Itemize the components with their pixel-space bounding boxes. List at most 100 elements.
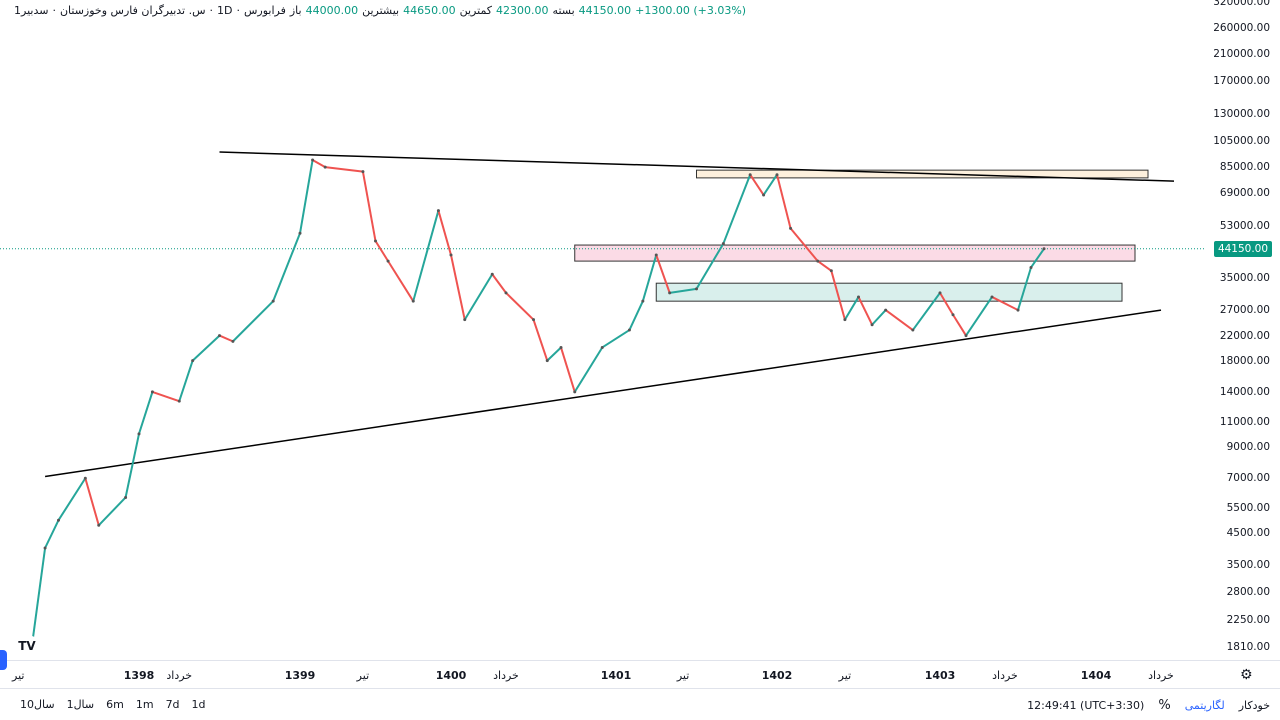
price-segment	[272, 232, 301, 302]
price-tick: 4500.00	[1226, 527, 1270, 540]
price-segment	[463, 273, 494, 321]
price-point	[870, 323, 874, 327]
price-point	[231, 339, 235, 343]
price-point	[97, 523, 101, 527]
side-panel-toggle[interactable]	[0, 650, 7, 670]
auto-toggle[interactable]: خودکار	[1238, 699, 1270, 712]
price-tick: 18000.00	[1219, 354, 1270, 367]
price-tick: 130000.00	[1213, 108, 1270, 121]
price-point	[177, 399, 181, 403]
price-point	[218, 334, 221, 338]
clock[interactable]: 12:49:41 (UTC+3:30)	[1027, 699, 1145, 712]
price-point	[816, 259, 820, 263]
price-tick: 260000.00	[1213, 21, 1270, 34]
price-point	[951, 313, 955, 317]
close-label: بسته	[552, 4, 575, 17]
high-label: بیشترین	[362, 4, 400, 17]
price-point	[964, 334, 968, 338]
price-segment	[387, 260, 415, 302]
symbol[interactable]: سدبیر1	[14, 4, 49, 17]
price-segment	[312, 159, 326, 169]
price-segment	[374, 240, 389, 262]
time-axis[interactable]: تیر 1398 خرداد 1399 تیر 1400 خرداد 1401 تیر 1402 ت…	[0, 660, 1280, 688]
price-point	[884, 308, 888, 312]
price-axis[interactable]: 320000.00 260000.00 210000.00 170000.00 1300…	[1205, 0, 1280, 660]
price-segment	[491, 273, 507, 294]
price-segment	[952, 314, 967, 337]
time-label: 1402	[761, 669, 793, 682]
price-point	[559, 345, 563, 349]
price-point	[150, 390, 154, 394]
price-segment	[219, 334, 234, 343]
zone-rectangle	[574, 244, 1136, 262]
price-point	[323, 165, 327, 169]
price-point	[532, 318, 535, 322]
price-segment	[776, 174, 792, 229]
price-tick: 1810.00	[1226, 640, 1270, 653]
settings-gear-icon[interactable]: ⚙	[1240, 667, 1253, 683]
price-point	[124, 495, 128, 499]
price-tick: 69000.00	[1219, 187, 1270, 200]
time-label: خرداد	[992, 669, 1018, 682]
bottom-toolbar: 1d 7d 1m 6m 1سال 10سال 12:49:41 (UTC+3:30) % …	[0, 688, 1280, 720]
price-point	[654, 253, 658, 257]
price-point	[504, 291, 508, 295]
price-segment	[844, 296, 860, 321]
price-point	[298, 231, 302, 235]
range-buttons: 1d 7d 1m 6m 1سال 10سال	[20, 698, 206, 711]
range-button-1سال[interactable]: 1سال	[66, 698, 95, 711]
price-point	[641, 299, 645, 303]
price-segment	[325, 166, 364, 173]
high-value: 44650.00	[403, 4, 456, 17]
price-point	[83, 476, 87, 480]
symbol-legend: سدبیر1 · س. تدبیرگران فارس وخوزستان · 1D · …	[14, 4, 747, 17]
range-button-6m[interactable]: 6m	[106, 698, 124, 711]
price-tick: 5500.00	[1226, 502, 1270, 515]
price-segment	[991, 296, 1019, 311]
price-segment	[560, 347, 576, 393]
price-tick: 320000.00	[1213, 0, 1270, 8]
price-point	[1042, 247, 1046, 251]
range-button-7d[interactable]: 7d	[165, 698, 180, 711]
price-point	[829, 269, 833, 273]
price-tick: 9000.00	[1226, 440, 1270, 453]
price-segment	[191, 334, 221, 362]
price-point	[449, 253, 453, 257]
price-chart[interactable]	[0, 0, 1205, 660]
percent-toggle[interactable]: %	[1158, 698, 1171, 713]
range-button-1m[interactable]: 1m	[135, 698, 154, 711]
price-point	[938, 291, 942, 295]
price-segment	[44, 519, 60, 549]
time-label: خرداد	[493, 669, 519, 682]
price-point	[843, 318, 847, 322]
price-segment	[830, 270, 846, 320]
price-tick: 2800.00	[1226, 586, 1270, 599]
price-point	[311, 158, 315, 162]
range-button-10سال[interactable]: 10سال	[20, 698, 55, 711]
price-segment	[628, 300, 644, 331]
price-point	[374, 239, 377, 243]
range-button-1d[interactable]: 1d	[191, 698, 206, 711]
price-point	[857, 295, 860, 299]
price-point	[627, 328, 631, 332]
price-tick: 35000.00	[1219, 271, 1270, 284]
price-point	[600, 345, 604, 349]
change-value: +1300.00 (+3.03%)	[635, 4, 747, 17]
price-segment	[857, 296, 873, 326]
time-label: خرداد	[166, 669, 193, 682]
close-value: 44150.00	[578, 4, 632, 17]
tradingview-logo[interactable]: TV	[14, 635, 40, 657]
price-point	[361, 170, 365, 174]
interval[interactable]: 1D	[217, 4, 233, 17]
price-tick: 7000.00	[1226, 472, 1270, 485]
price-segment	[299, 159, 314, 234]
price-segment	[762, 174, 778, 196]
price-segment	[152, 390, 180, 403]
price-tick: 2250.00	[1226, 613, 1270, 626]
time-label: 1401	[600, 669, 632, 682]
price-point	[137, 432, 141, 436]
symbol-name: س. تدبیرگران فارس وخوزستان	[59, 4, 206, 17]
price-tick: 11000.00	[1219, 415, 1270, 428]
price-segment	[361, 171, 377, 242]
log-toggle[interactable]: لگاریتمی	[1184, 699, 1225, 712]
